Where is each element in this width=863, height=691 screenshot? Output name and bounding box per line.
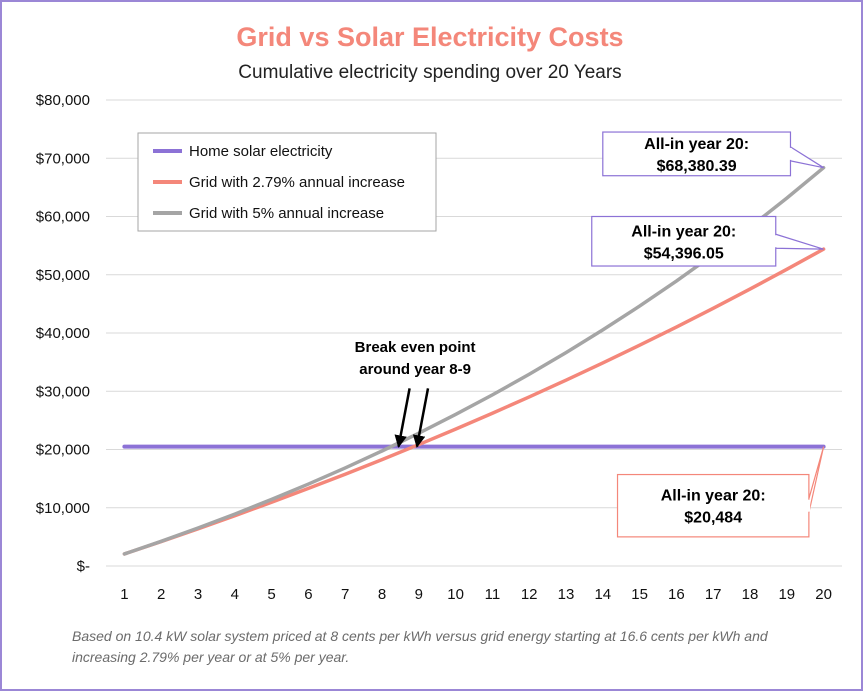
x-tick-label-19: 20 [815,586,832,603]
x-tick-label-7: 8 [378,586,386,603]
x-tick-label-10: 11 [485,586,501,603]
break-even-label-line1: Break even point [355,339,476,356]
legend-label-1: Grid with 2.79% annual increase [189,174,405,191]
x-tick-label-17: 18 [742,586,759,603]
y-tick-label-7: $70,000 [36,150,90,167]
x-tick-label-5: 6 [304,586,312,603]
x-tick-label-13: 14 [594,586,611,603]
x-tick-label-15: 16 [668,586,685,603]
x-tick-label-16: 17 [705,586,722,603]
callout-line2-1: $54,396.05 [644,245,724,262]
callout-line2-0: $68,380.39 [657,158,737,175]
annotations: Break even point around year 8-9 All-in ye… [355,131,825,538]
callout-box-0 [602,131,792,177]
x-tick-label-6: 7 [341,586,349,603]
y-tick-label-4: $40,000 [36,325,90,342]
callout-box-2 [616,473,810,538]
callout-pointer-0 [789,145,824,169]
y-tick-label-0: $- [77,558,90,575]
y-tick-label-2: $20,000 [36,442,90,459]
y-tick-label-8: $80,000 [36,92,90,109]
x-tick-label-18: 19 [778,586,795,603]
x-tick-label-9: 10 [447,586,464,603]
x-tick-label-8: 9 [415,586,423,603]
callout-line2-2: $20,484 [684,510,742,527]
y-tick-label-1: $10,000 [36,500,90,517]
y-tick-label-6: $60,000 [36,209,90,226]
callout-line1-0: All-in year 20: [644,136,749,153]
callout-line1-2: All-in year 20: [661,488,766,505]
y-tick-label-3: $30,000 [36,383,90,400]
callout-box-1 [591,215,777,267]
x-tick-label-0: 1 [120,586,128,603]
legend-label-2: Grid with 5% annual increase [189,205,384,222]
chart-title: Grid vs Solar Electricity Costs [236,22,623,52]
chart-subtitle: Cumulative electricity spending over 20 … [238,62,621,83]
legend-label-0: Home solar electricity [189,143,333,160]
x-tick-label-12: 13 [558,586,575,603]
break-even-arrow-0 [394,388,411,448]
axes: $- $10,000 $20,000 $30,000 $40,000 $50,000 $60… [36,92,832,603]
break-even-arrow-1 [412,388,430,448]
callout-pointer-2 [808,446,825,513]
footnote: Based on 10.4 kW solar system priced at … [72,628,768,665]
break-even-label-line2: around year 8-9 [359,361,471,378]
x-tick-label-1: 2 [157,586,165,603]
x-tick-label-14: 15 [631,586,648,603]
callout-pointer-1 [775,233,824,250]
y-tick-label-5: $50,000 [36,267,90,284]
x-tick-label-11: 12 [521,586,538,603]
x-tick-label-3: 4 [231,586,239,603]
callout-line1-1: All-in year 20: [631,223,736,240]
legend: Home solar electricity Grid with 2.79% an… [137,132,437,232]
legend-box [137,132,437,232]
x-tick-label-2: 3 [194,586,202,603]
x-tick-label-4: 5 [267,586,275,603]
